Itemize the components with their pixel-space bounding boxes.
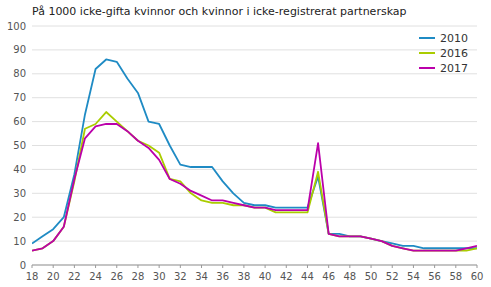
x-tick-label: 48 bbox=[343, 271, 356, 282]
chart: På 1000 icke-gifta kvinnor och kvinnor i… bbox=[0, 0, 491, 287]
x-tick-label: 52 bbox=[386, 271, 399, 282]
x-tick bbox=[74, 265, 75, 268]
x-tick bbox=[477, 265, 478, 268]
legend-label: 2010 bbox=[440, 32, 468, 45]
x-tick bbox=[137, 265, 138, 268]
x-tick bbox=[455, 265, 456, 268]
x-tick-label: 34 bbox=[195, 271, 208, 282]
y-tick-label: 90 bbox=[13, 44, 26, 55]
x-tick bbox=[434, 265, 435, 268]
legend: 2010 2016 2017 bbox=[419, 32, 468, 75]
grid-line bbox=[32, 217, 477, 218]
x-tick bbox=[328, 265, 329, 268]
x-tick-label: 42 bbox=[280, 271, 293, 282]
grid-line bbox=[32, 241, 477, 242]
x-tick-label: 22 bbox=[68, 271, 81, 282]
x-tick bbox=[243, 265, 244, 268]
title: På 1000 icke-gifta kvinnor och kvinnor i… bbox=[32, 5, 407, 18]
x-tick-label: 40 bbox=[259, 271, 272, 282]
x-tick-label: 28 bbox=[132, 271, 145, 282]
legend-swatch bbox=[419, 37, 435, 39]
grid-line bbox=[32, 169, 477, 170]
x-tick bbox=[180, 265, 181, 268]
x-tick bbox=[222, 265, 223, 268]
legend-label: 2017 bbox=[440, 62, 468, 75]
grid-line bbox=[32, 145, 477, 146]
x-tick bbox=[265, 265, 266, 268]
grid-line bbox=[32, 193, 477, 194]
legend-swatch bbox=[419, 52, 435, 54]
y-tick-label: 0 bbox=[20, 260, 26, 271]
y-tick-label: 50 bbox=[13, 140, 26, 151]
x-tick-label: 24 bbox=[89, 271, 102, 282]
x-tick-label: 58 bbox=[449, 271, 462, 282]
x-tick-label: 32 bbox=[174, 271, 187, 282]
x-tick-label: 56 bbox=[428, 271, 441, 282]
y-tick-label: 10 bbox=[13, 236, 26, 247]
x-tick bbox=[286, 265, 287, 268]
x-tick-label: 50 bbox=[365, 271, 378, 282]
y-grid bbox=[32, 26, 477, 265]
x-tick bbox=[159, 265, 160, 268]
x-tick-label: 20 bbox=[47, 271, 60, 282]
x-tick-label: 18 bbox=[26, 271, 39, 282]
x-tick-label: 30 bbox=[153, 271, 166, 282]
x-axis-line bbox=[32, 265, 477, 266]
y-tick-label: 70 bbox=[13, 92, 26, 103]
legend-label: 2016 bbox=[440, 47, 468, 60]
x-tick bbox=[201, 265, 202, 268]
y-tick-label: 40 bbox=[13, 164, 26, 175]
legend-swatch bbox=[419, 67, 435, 69]
x-tick-label: 44 bbox=[301, 271, 314, 282]
y-tick-label: 30 bbox=[13, 188, 26, 199]
x-tick bbox=[116, 265, 117, 268]
x-tick bbox=[307, 265, 308, 268]
grid-line bbox=[32, 26, 477, 27]
x-tick bbox=[32, 265, 33, 268]
y-tick-label: 100 bbox=[7, 21, 26, 32]
grid-line bbox=[32, 73, 477, 74]
x-tick bbox=[392, 265, 393, 268]
series-line bbox=[32, 112, 477, 251]
x-tick-label: 60 bbox=[471, 271, 484, 282]
x-tick bbox=[95, 265, 96, 268]
y-tick-label: 80 bbox=[13, 68, 26, 79]
x-tick bbox=[413, 265, 414, 268]
grid-line bbox=[32, 265, 477, 266]
x-tick-label: 26 bbox=[110, 271, 123, 282]
x-tick-label: 38 bbox=[238, 271, 251, 282]
y-tick-label: 20 bbox=[13, 212, 26, 223]
series-line bbox=[32, 59, 477, 248]
grid-line bbox=[32, 49, 477, 50]
x-tick bbox=[349, 265, 350, 268]
lines bbox=[32, 59, 477, 250]
y-tick-label: 60 bbox=[13, 116, 26, 127]
x-tick-label: 46 bbox=[322, 271, 335, 282]
x-tick-label: 54 bbox=[407, 271, 420, 282]
x-tick bbox=[53, 265, 54, 268]
grid-line bbox=[32, 97, 477, 98]
series-line bbox=[32, 124, 477, 251]
x-tick-label: 36 bbox=[216, 271, 229, 282]
x-tick bbox=[371, 265, 372, 268]
